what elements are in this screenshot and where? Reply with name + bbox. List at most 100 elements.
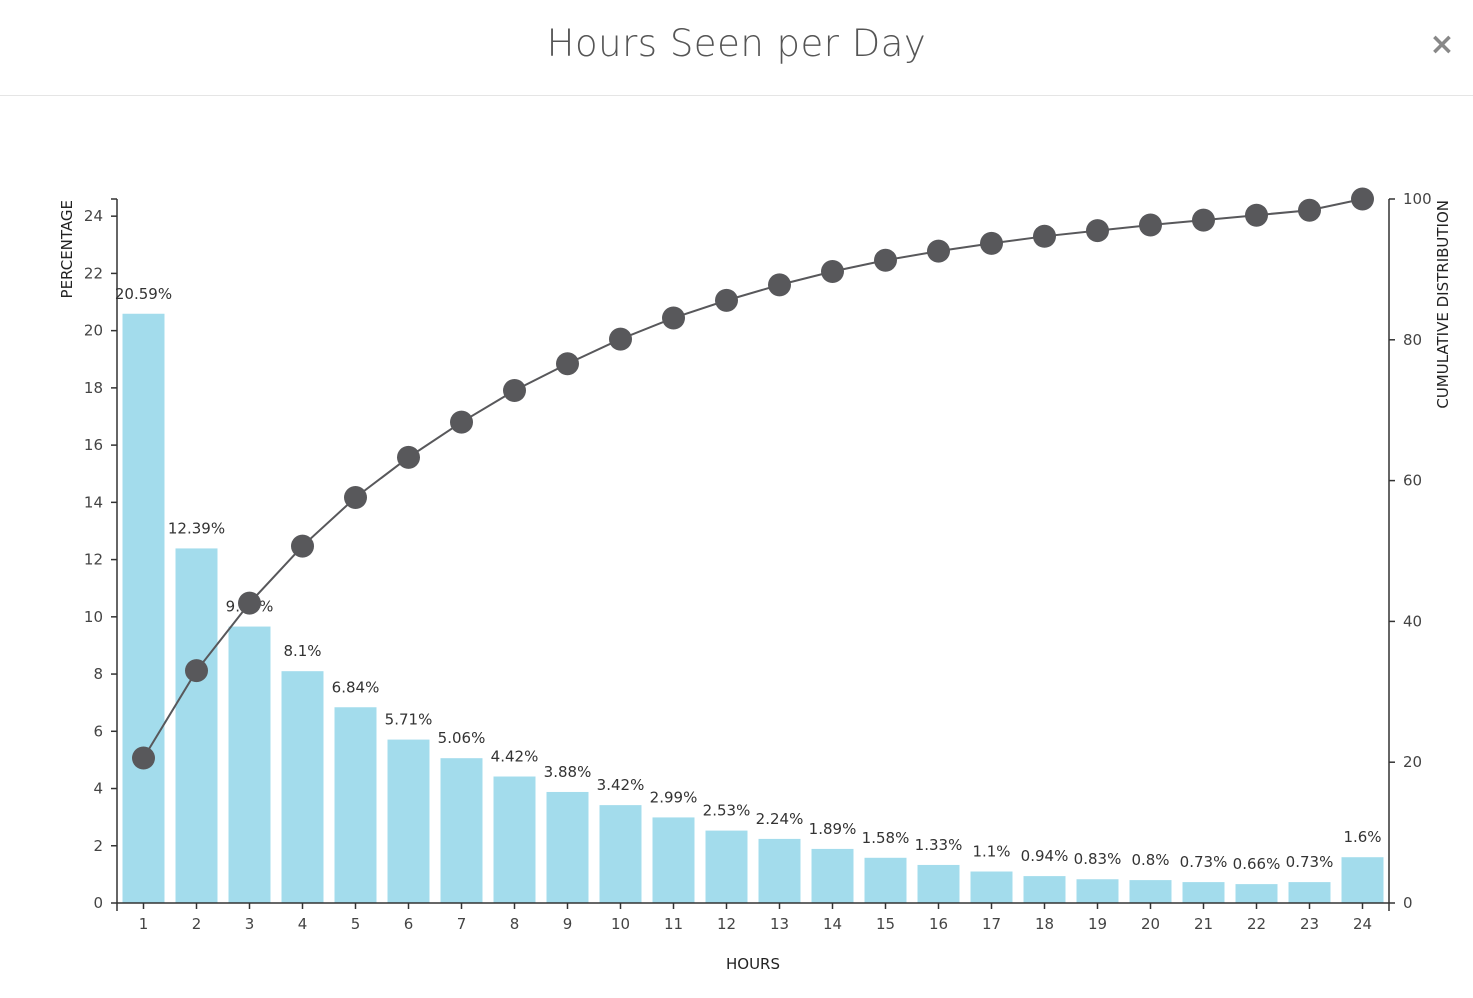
cumulative-point — [397, 445, 420, 469]
close-button[interactable]: × — [1429, 27, 1455, 62]
y-tick-label-right: 40 — [1403, 612, 1422, 630]
cumulative-point — [1033, 224, 1056, 248]
x-tick-label: 22 — [1247, 915, 1266, 933]
bar-data-label: 0.73% — [1180, 853, 1228, 871]
y-tick-label-right: 60 — [1403, 472, 1422, 490]
y-tick-label-left: 6 — [93, 722, 103, 740]
cumulative-point — [662, 306, 685, 330]
x-tick-label: 19 — [1088, 915, 1107, 933]
bar-hour-4 — [281, 671, 324, 903]
y-tick-label-right: 20 — [1403, 753, 1422, 771]
bar-data-label: 6.84% — [332, 678, 380, 696]
bar-data-label: 4.42% — [491, 748, 539, 766]
cumulative-point — [1192, 208, 1215, 232]
bar-data-label: 1.58% — [862, 829, 910, 847]
y-axis-title-left: PERCENTAGE — [58, 200, 76, 298]
bar-data-label: 8.1% — [283, 642, 321, 660]
y-tick-label-left: 16 — [84, 436, 103, 454]
y-tick-label-left: 22 — [84, 264, 103, 282]
cumulative-point — [1245, 203, 1268, 227]
bar-data-label: 3.42% — [597, 776, 645, 794]
x-tick-label: 8 — [510, 915, 520, 933]
bar-hour-19 — [1076, 879, 1119, 903]
cumulative-point — [503, 378, 526, 402]
y-tick-label-left: 24 — [84, 207, 103, 225]
bar-data-label: 1.1% — [972, 843, 1010, 861]
bar-data-label: 1.89% — [809, 820, 857, 838]
bar-hour-7 — [440, 758, 483, 903]
bar-hour-9 — [546, 791, 589, 903]
y-tick-label-right: 0 — [1403, 894, 1413, 912]
cumulative-point — [821, 260, 844, 284]
bar-hour-1 — [122, 313, 165, 904]
bar-data-label: 1.33% — [915, 836, 963, 854]
bar-data-label: 0.8% — [1131, 851, 1169, 869]
cumulative-point — [132, 746, 155, 770]
bar-hour-23 — [1288, 882, 1331, 903]
cumulative-point — [1298, 198, 1321, 222]
bar-data-label: 1.6% — [1343, 828, 1381, 846]
bar-data-label: 0.94% — [1021, 847, 1069, 865]
bar-hour-8 — [493, 776, 536, 903]
y-tick-label-left: 2 — [93, 837, 103, 855]
cumulative-line — [142, 198, 1363, 759]
x-axis-title: HOURS — [726, 955, 780, 973]
y-tick-label-right: 80 — [1403, 331, 1422, 349]
x-tick-label: 1 — [139, 915, 149, 933]
x-tick-label: 4 — [298, 915, 308, 933]
y-tick-label-left: 8 — [93, 665, 103, 683]
cumulative-point — [344, 485, 367, 509]
bar-hour-24 — [1341, 857, 1384, 903]
y-tick-label-left: 14 — [84, 493, 103, 511]
x-tick-label: 15 — [876, 915, 895, 933]
y-tick-label-left: 18 — [84, 379, 103, 397]
bar-hour-2 — [175, 548, 218, 903]
cumulative-point — [291, 534, 314, 558]
y-axis-title-right: CUMULATIVE DISTRIBUTION — [1434, 200, 1452, 409]
cumulative-point — [238, 591, 261, 615]
x-tick-label: 10 — [611, 915, 630, 933]
x-tick-label: 23 — [1300, 915, 1319, 933]
y-tick-label-left: 4 — [93, 780, 103, 798]
bar-data-label: 20.59% — [115, 285, 172, 303]
bar-hour-11 — [652, 817, 695, 903]
bar-data-label: 5.71% — [385, 711, 433, 729]
x-tick-label: 11 — [664, 915, 683, 933]
bar-hour-13 — [758, 838, 801, 903]
modal-title: Hours Seen per Day — [546, 22, 927, 65]
bar-hour-20 — [1129, 880, 1172, 903]
bar-hour-3 — [228, 626, 271, 903]
bar-hour-14 — [811, 848, 854, 903]
x-tick-label: 7 — [457, 915, 467, 933]
cumulative-point — [1351, 187, 1374, 211]
bar-data-label: 0.73% — [1286, 853, 1334, 871]
y-tick-label-left: 0 — [93, 894, 103, 912]
bar-hour-18 — [1023, 876, 1066, 903]
y-tick-label-right: 100 — [1403, 190, 1432, 208]
bar-data-label: 0.83% — [1074, 850, 1122, 868]
y-tick-label-left: 12 — [84, 551, 103, 569]
bar-data-label: 2.24% — [756, 810, 804, 828]
x-tick-label: 2 — [192, 915, 202, 933]
cumulative-point — [185, 659, 208, 683]
cumulative-point — [927, 239, 950, 263]
bar-hour-21 — [1182, 882, 1225, 903]
x-tick-label: 24 — [1353, 915, 1372, 933]
cumulative-point — [874, 248, 897, 272]
x-tick-label: 3 — [245, 915, 255, 933]
bar-hour-6 — [387, 739, 430, 903]
x-tick-label: 14 — [823, 915, 842, 933]
bar-hour-10 — [599, 805, 642, 903]
cumulative-point — [1086, 219, 1109, 243]
x-tick-label: 16 — [929, 915, 948, 933]
bar-data-label: 12.39% — [168, 519, 225, 537]
cumulative-point — [715, 288, 738, 312]
y-tick-label-left: 10 — [84, 608, 103, 626]
cumulative-point — [609, 327, 632, 351]
y-tick-label-left: 20 — [84, 322, 103, 340]
x-tick-label: 6 — [404, 915, 414, 933]
bar-hour-22 — [1235, 884, 1278, 903]
cumulative-point — [980, 231, 1003, 255]
x-tick-label: 5 — [351, 915, 361, 933]
